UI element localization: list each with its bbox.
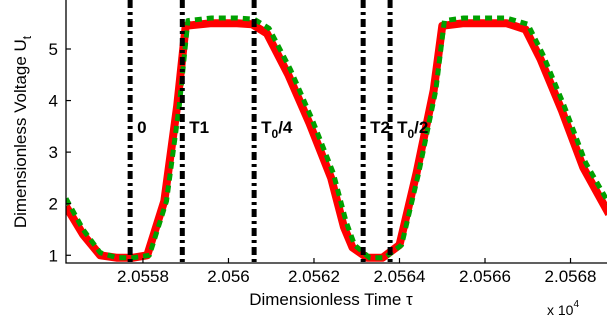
y-axis-label-sub: t — [20, 35, 34, 39]
y-axis-label: Dimensionless Voltage Ut — [11, 35, 34, 228]
vertical-marker-label-3: T0/4 — [261, 118, 293, 141]
y-axis-label-main: Dimensionless Voltage U — [11, 39, 30, 228]
y-tick-label: 2 — [49, 195, 58, 214]
vertical-marker-label-5: T0/2 — [397, 118, 428, 141]
series-line-1 — [66, 19, 607, 262]
vertical-marker-label-4: T2 — [370, 118, 390, 137]
marker-layer — [127, 0, 393, 263]
series-line-2 — [66, 15, 607, 261]
x-tick-label: 2.0564 — [373, 267, 425, 286]
x-tick-label: 2.0558 — [117, 267, 169, 286]
x-axis-label: Dimensionless Time τ — [249, 290, 413, 309]
x-axis-multiplier-exponent: 4 — [573, 299, 579, 310]
x-tick-label: 2.056 — [207, 267, 250, 286]
series-layer — [66, 15, 607, 262]
vertical-marker-label-2: T1 — [189, 118, 209, 137]
axis-frame — [65, 0, 607, 264]
y-tick-label: 5 — [49, 40, 58, 59]
x-tick-label: 2.0566 — [459, 267, 511, 286]
x-axis-multiplier-base: x 10 — [547, 302, 574, 318]
x-tick-label: 2.0562 — [288, 267, 340, 286]
y-tick-label: 1 — [49, 246, 58, 265]
x-tick-label: 2.0568 — [545, 267, 597, 286]
tick-layer: 2.0558 2.056 2.0562 2.0564 2.0566 2.0568 1 2 3 4 5 — [49, 40, 597, 286]
y-tick-label: 4 — [49, 92, 58, 111]
vertical-marker-label-1: 0 — [137, 118, 146, 137]
y-tick-label: 3 — [49, 143, 58, 162]
x-axis-multiplier: x 104 — [547, 299, 579, 318]
